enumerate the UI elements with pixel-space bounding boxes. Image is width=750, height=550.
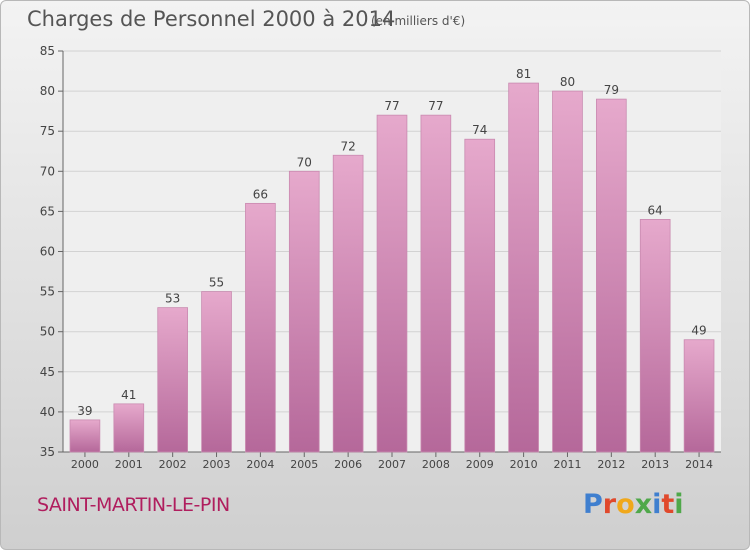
bar-value-label: 81 xyxy=(516,67,531,81)
proxiti-logo[interactable]: Proxiti xyxy=(583,489,684,520)
bar-2005[interactable] xyxy=(288,170,320,453)
bar-value-label: 55 xyxy=(209,276,224,290)
bar-2014[interactable] xyxy=(683,339,715,453)
place-name: SAINT-MARTIN-LE-PIN xyxy=(37,494,230,516)
y-tick-label: 40 xyxy=(40,405,55,419)
bar-2002[interactable] xyxy=(157,307,188,453)
x-tick-label: 2012 xyxy=(597,458,625,471)
bar-2013[interactable] xyxy=(639,219,671,453)
bar-2000[interactable] xyxy=(69,419,101,453)
x-tick-label: 2001 xyxy=(115,458,143,471)
bar-2001[interactable] xyxy=(113,403,145,453)
bar-2006[interactable] xyxy=(332,154,364,453)
logo-letter: x xyxy=(634,489,653,520)
bar-value-label: 64 xyxy=(648,203,663,217)
bar-value-label: 66 xyxy=(253,187,268,201)
bar-value-label: 74 xyxy=(472,123,487,137)
x-tick-label: 2009 xyxy=(466,458,494,471)
bar-2009[interactable] xyxy=(464,138,496,453)
chart-title: Charges de Personnel 2000 à 2014 xyxy=(27,7,396,31)
bar-value-label: 41 xyxy=(121,388,136,402)
logo-letter: t xyxy=(661,489,675,520)
y-tick-label: 45 xyxy=(40,365,55,379)
chart-subtitle: (en milliers d'€) xyxy=(371,14,466,28)
bar-value-label: 77 xyxy=(384,99,399,113)
bar-value-label: 53 xyxy=(165,292,180,306)
bar-2012[interactable] xyxy=(596,98,627,453)
x-tick-label: 2000 xyxy=(71,458,99,471)
bar-2007[interactable] xyxy=(376,114,408,453)
x-tick-label: 2002 xyxy=(159,458,187,471)
logo-letter: o xyxy=(616,489,635,520)
logo-letter: P xyxy=(583,489,603,520)
y-tick-label: 50 xyxy=(40,325,55,339)
bar-value-label: 77 xyxy=(428,99,443,113)
bar-2011[interactable] xyxy=(552,90,583,453)
y-tick-label: 80 xyxy=(40,84,55,98)
x-tick-label: 2008 xyxy=(422,458,450,471)
logo-letter: i xyxy=(674,489,684,520)
bar-2004[interactable] xyxy=(245,202,276,453)
bar-value-label: 39 xyxy=(77,404,92,418)
x-tick-label: 2005 xyxy=(290,458,318,471)
x-tick-label: 2003 xyxy=(203,458,231,471)
bar-value-label: 70 xyxy=(297,155,312,169)
x-tick-label: 2006 xyxy=(334,458,362,471)
bar-value-label: 80 xyxy=(560,75,575,89)
bars xyxy=(69,82,715,453)
x-tick-label: 2010 xyxy=(510,458,538,471)
logo-letter: i xyxy=(652,489,662,520)
bar-value-label: 79 xyxy=(604,83,619,97)
y-tick-label: 70 xyxy=(40,164,55,178)
y-tick-label: 35 xyxy=(40,445,55,459)
x-tick-label: 2011 xyxy=(553,458,581,471)
bar-value-label: 72 xyxy=(340,139,355,153)
x-tick-label: 2007 xyxy=(378,458,406,471)
bar-2003[interactable] xyxy=(201,291,232,453)
y-tick-label: 85 xyxy=(40,44,55,58)
bar-value-label: 49 xyxy=(691,324,706,338)
x-tick-label: 2013 xyxy=(641,458,669,471)
bar-2010[interactable] xyxy=(508,82,539,453)
y-tick-label: 65 xyxy=(40,204,55,218)
y-tick-label: 60 xyxy=(40,245,55,259)
x-tick-label: 2014 xyxy=(685,458,713,471)
y-tick-label: 75 xyxy=(40,124,55,138)
labels: 35 40 45 50 55 60 65 70 75 80 85 39 2000 41 2001 53 2002… xyxy=(40,44,713,471)
bar-2008[interactable] xyxy=(420,114,452,453)
logo-letter: r xyxy=(602,489,617,520)
x-tick-label: 2004 xyxy=(246,458,274,471)
y-tick-label: 55 xyxy=(40,285,55,299)
